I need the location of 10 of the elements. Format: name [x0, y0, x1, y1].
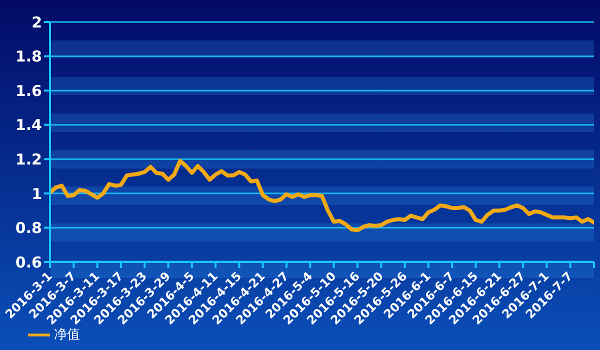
- legend-label: 净值: [54, 328, 80, 343]
- y-tick-label: 2: [32, 13, 42, 32]
- y-tick-label: 1.6: [15, 82, 42, 100]
- line-series: [50, 158, 594, 232]
- y-tick-label: 1.2: [15, 150, 42, 168]
- y-tick-label: 1.8: [15, 48, 42, 66]
- y-tick-label: 1: [32, 184, 42, 203]
- y-tick-label: 0.6: [15, 253, 42, 272]
- y-tick-label: 1.4: [15, 116, 42, 134]
- y-tick-label: 0.8: [15, 219, 42, 238]
